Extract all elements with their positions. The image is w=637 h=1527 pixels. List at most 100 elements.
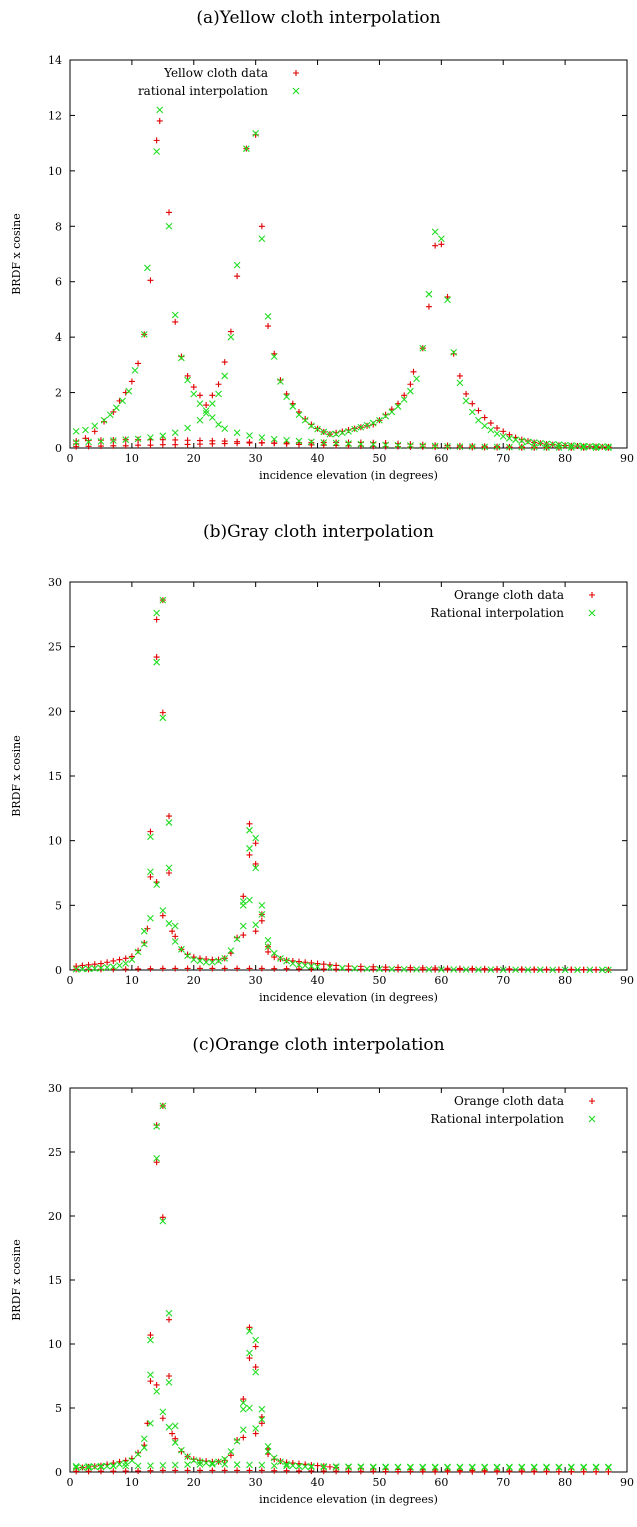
x-tick-label: 70: [496, 1476, 510, 1489]
chart-b: 0 10 20 30 40 50 60 70 80 90 0 5 10 15 20 25 30 incidence…: [10, 576, 634, 1004]
data-point: [437, 966, 445, 973]
data-point: [171, 1461, 179, 1469]
data-point: [122, 436, 130, 444]
x-tick-label: 80: [558, 974, 572, 987]
y-tick-label: 10: [48, 835, 62, 848]
data-point: [119, 397, 126, 405]
data-point: [252, 840, 259, 847]
data-point: [252, 860, 259, 867]
data-point: [116, 962, 123, 969]
data-point: [419, 1463, 427, 1471]
data-point: [345, 1463, 352, 1471]
data-point: [469, 444, 476, 451]
data-point: [165, 819, 173, 826]
data-point: [153, 658, 161, 666]
data-point: [196, 416, 204, 424]
data-point: [165, 864, 173, 872]
data-point: [580, 444, 588, 451]
data-point: [147, 828, 154, 835]
data-point: [431, 1463, 439, 1471]
data-point: [171, 922, 179, 930]
data-point: [295, 441, 302, 448]
x-axis-label: incidence elevation (in degrees): [259, 469, 438, 482]
data-point: [469, 966, 476, 973]
data-point: [574, 442, 581, 450]
data-point: [524, 438, 531, 445]
data-point: [561, 966, 569, 974]
data-point: [135, 1467, 142, 1474]
data-point: [240, 1396, 247, 1403]
data-point: [221, 425, 229, 432]
data-point: [196, 1467, 203, 1474]
data-point: [159, 596, 167, 604]
data-point: [246, 1355, 253, 1362]
data-point: [147, 1371, 154, 1379]
data-point: [196, 957, 204, 965]
data-point: [209, 392, 216, 399]
data-point: [382, 966, 389, 973]
x-tick-label: 50: [372, 452, 386, 465]
data-point: [221, 954, 229, 962]
data-point: [252, 1368, 260, 1376]
data-point: [122, 955, 129, 962]
data-point: [407, 966, 414, 973]
data-point: [233, 935, 241, 943]
data-point: [271, 954, 278, 961]
data-point: [221, 1467, 228, 1474]
data-point: [302, 959, 309, 966]
data-point: [184, 424, 191, 432]
data-point: [233, 1437, 241, 1445]
data-point: [246, 1349, 253, 1357]
data-point: [234, 934, 241, 941]
data-point: [407, 442, 414, 449]
y-tick-label: 0: [55, 1466, 62, 1479]
data-point: [395, 1468, 402, 1475]
data-point: [332, 1463, 340, 1470]
data-point: [592, 444, 600, 452]
data-point: [184, 1453, 191, 1461]
data-point: [493, 1463, 501, 1471]
data-point: [518, 443, 526, 451]
data-point: [128, 956, 136, 964]
data-point: [382, 1468, 389, 1475]
data-point: [351, 965, 359, 972]
data-point: [178, 1446, 185, 1454]
data-point: [208, 1460, 216, 1468]
data-point: [369, 441, 377, 448]
data-point: [166, 813, 173, 820]
data-point: [147, 868, 154, 876]
data-point: [246, 1327, 253, 1335]
data-point: [536, 966, 544, 974]
data-point: [190, 956, 198, 964]
chart-title: (b)Gray cloth interpolation: [203, 522, 434, 542]
data-point: [270, 353, 278, 360]
data-point: [283, 1462, 290, 1470]
chart-c: 0 10 20 30 40 50 60 70 80 90 0 5 10 15 20 25 30 incidence…: [10, 1082, 634, 1506]
data-point: [103, 964, 111, 971]
data-point: [246, 439, 253, 446]
data-point: [314, 963, 321, 971]
data-point: [153, 148, 161, 155]
data-point: [314, 960, 321, 967]
data-point: [73, 443, 80, 450]
x-tick-label: 30: [249, 452, 263, 465]
legend-marker: [589, 1098, 595, 1104]
data-point: [308, 959, 315, 966]
data-point: [506, 1468, 513, 1475]
y-tick-label: 15: [48, 1274, 62, 1287]
data-point: [153, 881, 161, 889]
data-point: [345, 427, 352, 435]
data-point: [178, 1448, 185, 1455]
data-point: [264, 936, 272, 944]
data-point: [370, 1468, 377, 1475]
y-axis-label: BRDF x cosine: [10, 735, 23, 817]
data-point: [246, 1404, 253, 1412]
data-point: [184, 372, 191, 379]
data-point: [91, 422, 99, 430]
data-point: [85, 1462, 92, 1470]
data-point: [72, 427, 80, 435]
data-point: [512, 966, 519, 974]
data-point: [586, 442, 594, 450]
data-point: [258, 1420, 265, 1427]
x-tick-label: 80: [558, 1476, 572, 1489]
